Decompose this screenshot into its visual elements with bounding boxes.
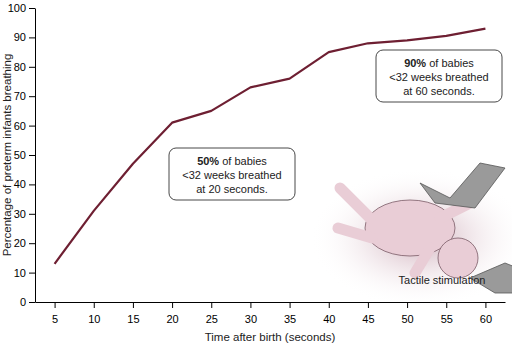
y-tick-mark <box>29 126 35 127</box>
x-tick-mark <box>94 302 95 308</box>
baby-leg <box>338 228 372 238</box>
annotation-text: 90% of babies <box>404 57 474 69</box>
y-tick: 20 <box>14 237 35 249</box>
y-tick-label: 50 <box>14 149 26 161</box>
x-tick-label: 55 <box>441 313 453 325</box>
x-tick-mark <box>290 302 291 308</box>
y-tick-label: 90 <box>14 31 26 43</box>
x-tick: 35 <box>284 302 296 325</box>
baby-arm <box>415 248 430 273</box>
y-tick-label: 100 <box>8 2 26 14</box>
y-axis-line <box>35 9 36 303</box>
annotation: 50% of babies <32 weeks breathed at 20 sec… <box>169 148 295 200</box>
x-tick: 55 <box>441 302 453 325</box>
x-tick-label: 50 <box>401 313 413 325</box>
x-tick-mark <box>172 302 173 308</box>
y-tick: 60 <box>14 120 35 132</box>
y-tick-label: 30 <box>14 208 26 220</box>
x-tick: 10 <box>88 302 100 325</box>
y-tick-mark <box>29 67 35 68</box>
annotation-emphasis: 90% <box>404 57 426 69</box>
x-axis: 5 10 15 20 25 30 35 40 45 50 55 60 <box>36 302 506 325</box>
x-tick-mark <box>446 302 447 308</box>
illustration <box>310 163 512 308</box>
y-tick-mark <box>29 96 35 97</box>
y-tick-label: 80 <box>14 61 26 73</box>
y-tick-label: 70 <box>14 90 26 102</box>
x-tick-label: 25 <box>206 313 218 325</box>
y-tick: 90 <box>14 31 35 43</box>
y-tick: 0 <box>20 296 35 308</box>
y-tick-mark <box>29 273 35 274</box>
x-tick-label: 45 <box>362 313 374 325</box>
y-tick-label: 0 <box>20 296 26 308</box>
hand <box>420 163 505 208</box>
y-tick: 50 <box>14 149 35 161</box>
x-tick-mark <box>485 302 486 308</box>
annotation: 90% of babies <32 weeks breathed at 60 sec… <box>376 50 502 102</box>
x-tick-label: 20 <box>166 313 178 325</box>
x-tick-label: 60 <box>480 313 492 325</box>
plot-area: Tactile stimulation 5 10 15 20 25 30 35 40 45 50 55… <box>8 2 512 325</box>
y-tick-label: 20 <box>14 237 26 249</box>
y-tick-mark <box>29 214 35 215</box>
x-tick: 25 <box>206 302 218 325</box>
y-tick-label: 10 <box>14 267 26 279</box>
x-tick-mark <box>55 302 56 308</box>
annotation-text: at 60 seconds. <box>403 85 475 97</box>
y-tick: 70 <box>14 90 35 102</box>
y-tick: 100 <box>8 2 35 14</box>
baby-head <box>438 238 478 278</box>
annotation-text: 50% of babies <box>197 155 267 167</box>
x-tick: 20 <box>166 302 178 325</box>
annotation-box <box>169 148 295 200</box>
annotation-rest: of babies <box>219 155 267 167</box>
x-tick: 60 <box>480 302 492 325</box>
annotation-box <box>376 50 502 102</box>
annotation-text: at 20 seconds. <box>196 183 268 195</box>
chart: Tactile stimulation 5 10 15 20 25 30 35 40 45 50 55… <box>0 0 512 347</box>
x-axis-title: Time after birth (seconds) <box>205 331 336 343</box>
y-tick: 40 <box>14 178 35 190</box>
y-axis-title: Percentage of preterm infants breathing <box>1 54 13 257</box>
x-tick-mark <box>407 302 408 308</box>
y-tick-label: 40 <box>14 178 26 190</box>
y-tick-mark <box>29 8 35 9</box>
x-tick: 15 <box>127 302 139 325</box>
x-tick-mark <box>133 302 134 308</box>
x-tick-mark <box>211 302 212 308</box>
annotation-text: <32 weeks breathed <box>389 71 488 83</box>
annotation-emphasis: 50% <box>197 155 219 167</box>
marks <box>55 29 486 264</box>
x-tick: 45 <box>362 302 374 325</box>
image-label: Tactile stimulation <box>399 274 486 286</box>
x-tick-label: 10 <box>88 313 100 325</box>
y-tick-mark <box>29 302 35 303</box>
x-tick-label: 30 <box>245 313 257 325</box>
y-tick-mark <box>29 184 35 185</box>
annotation-text: <32 weeks breathed <box>182 169 281 181</box>
x-axis-line <box>36 302 506 303</box>
x-tick-mark <box>329 302 330 308</box>
data-line <box>55 29 486 264</box>
y-tick-mark <box>29 243 35 244</box>
x-tick: 40 <box>323 302 335 325</box>
x-tick-mark <box>250 302 251 308</box>
y-tick: 80 <box>14 61 35 73</box>
x-tick-mark <box>368 302 369 308</box>
y-tick-label: 60 <box>14 120 26 132</box>
x-tick-label: 5 <box>52 313 58 325</box>
y-tick: 10 <box>14 267 35 279</box>
y-tick-mark <box>29 37 35 38</box>
x-tick: 5 <box>52 302 58 325</box>
x-tick-label: 15 <box>127 313 139 325</box>
x-tick-label: 40 <box>323 313 335 325</box>
y-tick: 30 <box>14 208 35 220</box>
x-tick: 50 <box>401 302 413 325</box>
baby-leg <box>340 188 370 218</box>
x-tick: 30 <box>245 302 257 325</box>
x-tick-label: 35 <box>284 313 296 325</box>
annotation-rest: of babies <box>426 57 474 69</box>
y-tick-mark <box>29 155 35 156</box>
